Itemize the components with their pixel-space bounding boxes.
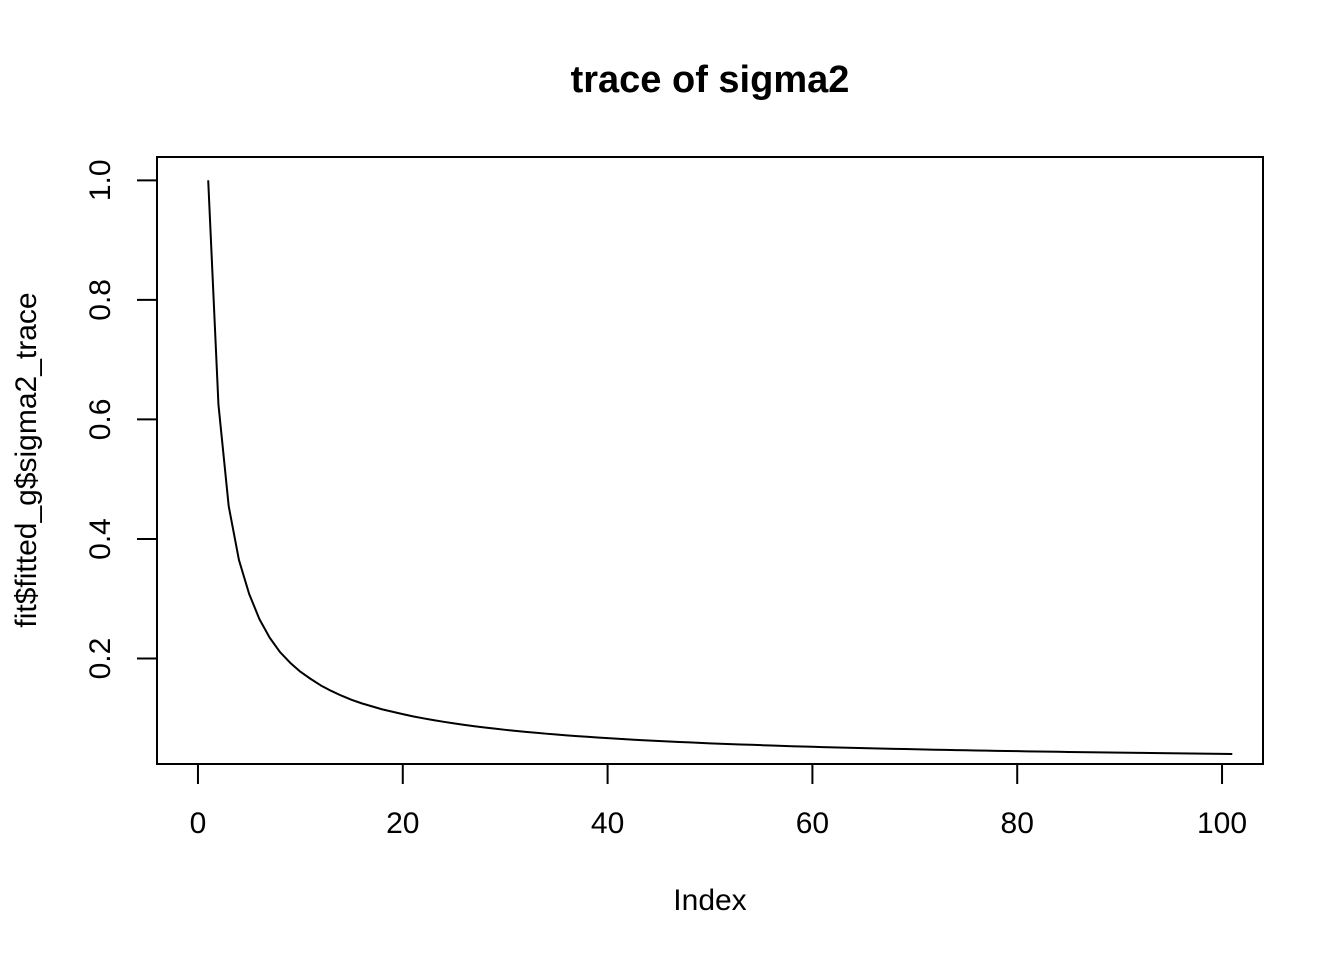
x-tick-label: 0 <box>190 807 207 840</box>
y-tick-label: 0.6 <box>84 399 117 441</box>
x-tick-label: 80 <box>1001 807 1034 840</box>
x-tick-label: 100 <box>1197 807 1247 840</box>
x-axis: 0 20 40 60 80 100 <box>190 763 1247 840</box>
plot-frame <box>156 156 1264 765</box>
y-tick-label: 1.0 <box>84 159 117 201</box>
x-tick-label: 20 <box>386 807 419 840</box>
y-tick-label: 0.2 <box>84 638 117 680</box>
y-tick-label: 0.4 <box>84 518 117 560</box>
x-tick-label: 40 <box>591 807 624 840</box>
chart-title: trace of sigma2 <box>571 59 850 101</box>
x-axis-label: Index <box>673 884 746 917</box>
x-tick-label: 60 <box>796 807 829 840</box>
y-axis-label: fit$fitted_g$sigma2_trace <box>10 292 43 627</box>
y-axis: 0.2 0.4 0.6 0.8 1.0 <box>84 159 158 680</box>
y-tick-label: 0.8 <box>84 279 117 321</box>
series-line <box>207 180 1233 755</box>
